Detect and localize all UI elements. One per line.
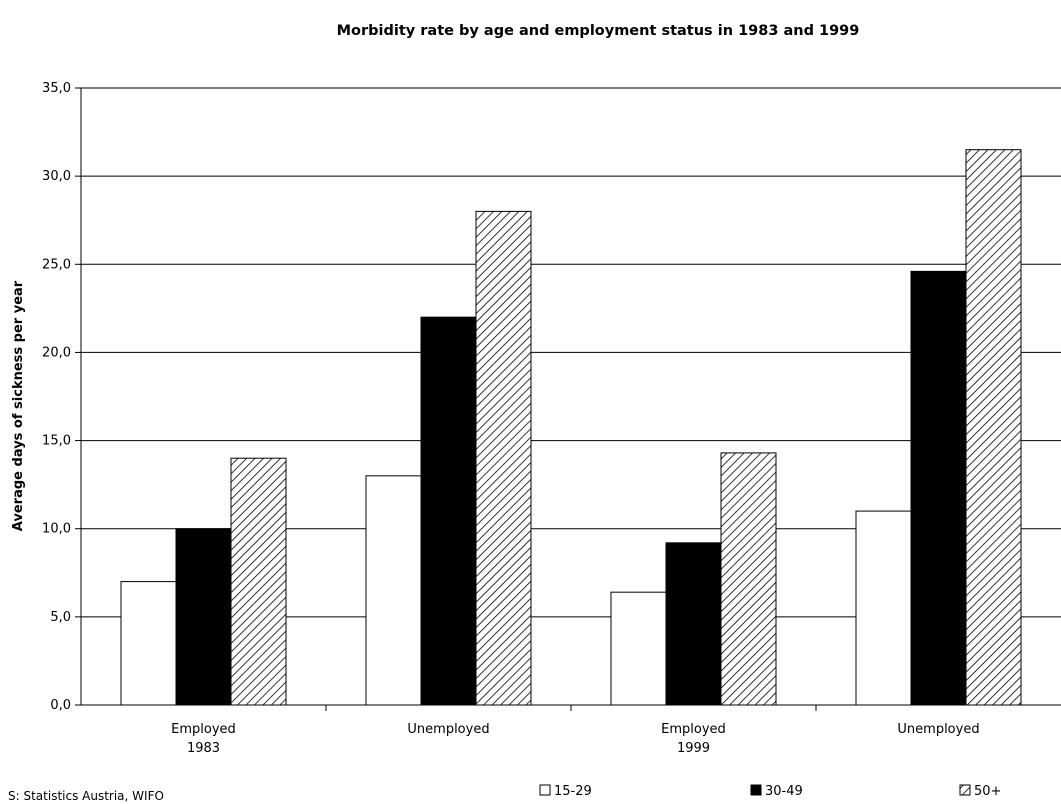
axes [75,87,1061,711]
bar-50+-3 [720,452,777,706]
legend-swatch-15-29 [539,784,551,796]
y-tick-label: 35,0 [42,81,71,96]
bar-30-49-2 [420,316,477,706]
y-tick-labels: 0,0 5,0 10,0 15,0 20,0 25,0 30,0 35,0 [42,81,71,713]
bar-50+-1 [230,457,287,706]
y-axis-label: Average days of sickness per year [11,280,26,531]
bars [120,149,1022,706]
bar-15-29-3 [610,591,667,706]
x-category-sublabel: 1983 [187,741,220,756]
x-category-label: Unemployed [897,722,979,737]
legend: 15-29 30-49 50+ [539,784,1001,799]
x-category-sublabel: 1999 [677,741,710,756]
bar-15-29-2 [365,475,422,706]
legend-label-30-49: 30-49 [765,784,803,799]
y-tick-label: 20,0 [42,345,71,360]
legend-label-50+: 50+ [974,784,1001,799]
y-tick-label: 30,0 [42,169,71,184]
source-note: S: Statistics Austria, WIFO [8,789,164,803]
bar-50+-2 [475,210,532,706]
legend-swatch-50+ [959,784,971,796]
bar-50+-4 [965,149,1022,706]
x-category-label: Employed [661,722,726,737]
x-category-labels: Employed 1983 Unemployed Employed 1999 Unempl… [171,722,979,756]
y-tick-label: 25,0 [42,257,71,272]
chart-title: Morbidity rate by age and employment sta… [337,23,860,39]
y-tick-label: 5,0 [50,610,71,625]
y-tick-label: 0,0 [50,698,71,713]
bar-30-49-4 [910,270,967,706]
y-tick-label: 15,0 [42,434,71,449]
legend-swatch-30-49 [750,784,762,796]
bar-15-29-4 [855,510,912,706]
bar-30-49-1 [175,528,232,706]
legend-label-15-29: 15-29 [554,784,592,799]
bar-15-29-1 [120,581,177,706]
y-tick-label: 10,0 [42,522,71,537]
bar-30-49-3 [665,542,722,706]
x-category-label: Employed [171,722,236,737]
x-category-label: Unemployed [407,722,489,737]
